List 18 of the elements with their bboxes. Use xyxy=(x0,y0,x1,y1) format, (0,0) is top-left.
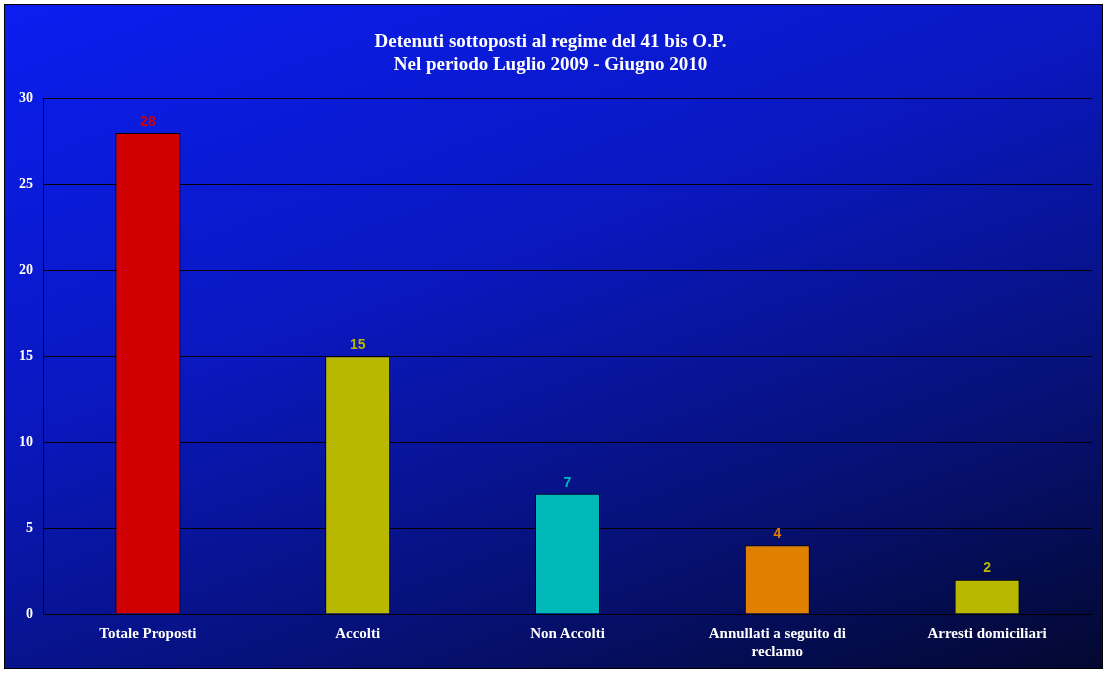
y-tick-label: 20 xyxy=(19,262,33,278)
data-label: 2 xyxy=(983,559,992,576)
x-tick-label: Accolti xyxy=(335,624,381,641)
chart-title: Detenuti sottoposti al regime del 41 bis O.P. Nel periodo Luglio 2009 - Giugno 2010 xyxy=(374,30,727,75)
y-tick-label: 15 xyxy=(19,347,33,363)
x-tick-label: Annullati a seguito di reclamo xyxy=(708,624,846,659)
y-tick-label: 0 xyxy=(26,605,33,621)
x-tick-label: Non Accolti xyxy=(530,624,605,641)
y-tick-label: 25 xyxy=(19,176,33,192)
y-tick-label: 10 xyxy=(19,433,33,449)
data-label: 15 xyxy=(349,336,366,353)
data-label: 7 xyxy=(563,473,572,490)
x-tick-label: Arresti domiciliari xyxy=(927,624,1047,641)
data-label: 28 xyxy=(140,112,156,129)
y-tick-label: 5 xyxy=(26,519,33,535)
x-tick-label: Totale Proposti xyxy=(99,624,197,641)
y-tick-label: 30 xyxy=(19,90,33,106)
data-label: 4 xyxy=(773,525,782,542)
